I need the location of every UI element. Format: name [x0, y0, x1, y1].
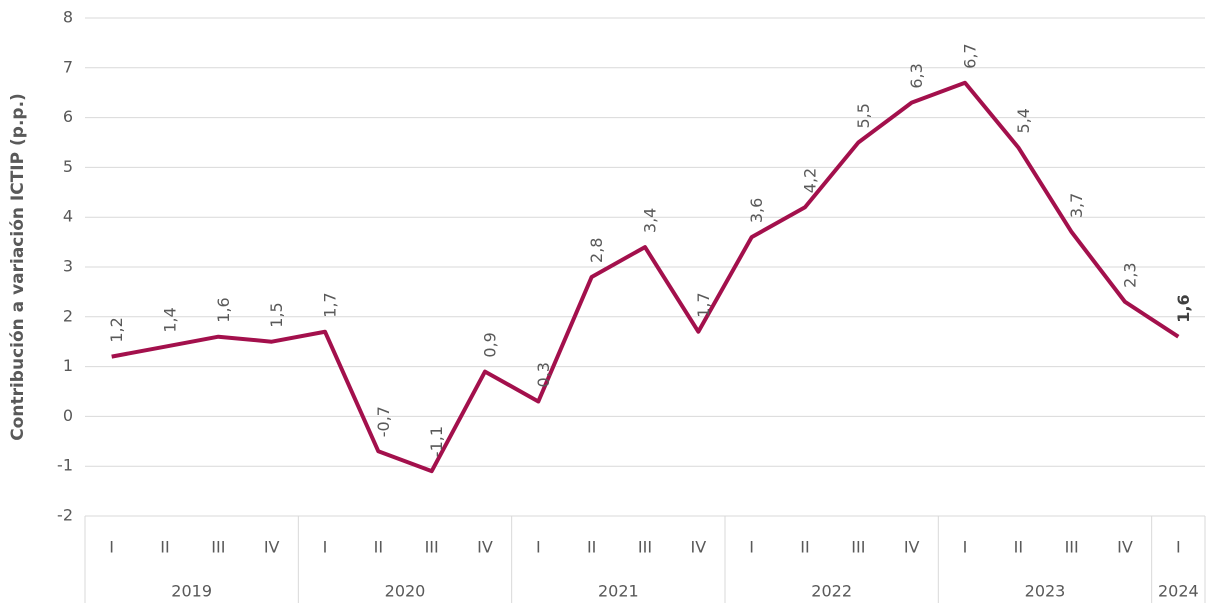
- data-label: 1,2: [107, 317, 126, 342]
- x-tick-label: I: [749, 538, 754, 557]
- x-tick-label: IV: [1117, 538, 1133, 557]
- data-label: 3,6: [747, 198, 766, 223]
- y-tick-label: 7: [63, 57, 73, 76]
- data-label: 5,4: [1014, 108, 1033, 133]
- data-label: 2,8: [587, 238, 606, 263]
- data-label: 6,7: [961, 43, 980, 68]
- data-label: 0,3: [534, 362, 553, 387]
- y-tick-label: 6: [63, 107, 73, 126]
- x-tick-label: I: [109, 538, 114, 557]
- y-tick-label: 2: [63, 306, 73, 325]
- y-tick-label: 5: [63, 157, 73, 176]
- group-label: 2022: [811, 582, 852, 601]
- x-tick-label: III: [1065, 538, 1079, 557]
- group-label: 2023: [1025, 582, 1066, 601]
- x-tick-label: II: [587, 538, 596, 557]
- x-tick-label: II: [800, 538, 809, 557]
- data-label: 0,9: [481, 332, 500, 357]
- data-label: 3,7: [1067, 193, 1086, 218]
- y-tick-label: 4: [63, 207, 73, 226]
- group-label: 2020: [385, 582, 426, 601]
- data-label: 5,5: [854, 103, 873, 128]
- data-label: -0,7: [374, 406, 393, 437]
- x-tick-label: III: [638, 538, 652, 557]
- group-label: 2019: [171, 582, 212, 601]
- y-tick-label: -1: [57, 456, 73, 475]
- group-label: 2021: [598, 582, 639, 601]
- data-label: 6,3: [907, 63, 926, 88]
- group-label: 2024: [1158, 582, 1199, 601]
- x-tick-label: II: [160, 538, 169, 557]
- data-label: 1,7: [694, 292, 713, 317]
- y-axis-label: Contribución a variación ICTIP (p.p.): [8, 93, 28, 441]
- data-label: -1,1: [427, 426, 446, 457]
- line-series: [111, 80, 1180, 474]
- y-tick-label: 8: [63, 8, 73, 27]
- data-label: 2,3: [1121, 262, 1140, 287]
- data-label: 3,4: [641, 208, 660, 233]
- x-tick-label: II: [374, 538, 383, 557]
- data-label: 1,7: [321, 292, 340, 317]
- data-label: 4,2: [801, 168, 820, 193]
- data-label: 1,6: [214, 297, 233, 322]
- x-tick-label: IV: [904, 538, 920, 557]
- y-tick-label: 0: [63, 406, 73, 425]
- x-tick-label: I: [963, 538, 968, 557]
- x-tick-label: III: [425, 538, 439, 557]
- x-tick-label: IV: [690, 538, 706, 557]
- x-tick-label: III: [211, 538, 225, 557]
- y-tick-label: 3: [63, 257, 73, 276]
- x-tick-label: IV: [477, 538, 493, 557]
- x-tick-label: I: [323, 538, 328, 557]
- y-tick-label: -2: [57, 506, 73, 525]
- data-label: 1,4: [161, 307, 180, 332]
- x-tick-label: III: [851, 538, 865, 557]
- y-tick-label: 1: [63, 356, 73, 375]
- x-tick-label: I: [536, 538, 541, 557]
- x-tick-label: II: [1014, 538, 1023, 557]
- data-label: 1,5: [267, 302, 286, 327]
- x-tick-label: I: [1176, 538, 1181, 557]
- data-label: 1,6: [1174, 294, 1193, 322]
- x-tick-label: IV: [264, 538, 280, 557]
